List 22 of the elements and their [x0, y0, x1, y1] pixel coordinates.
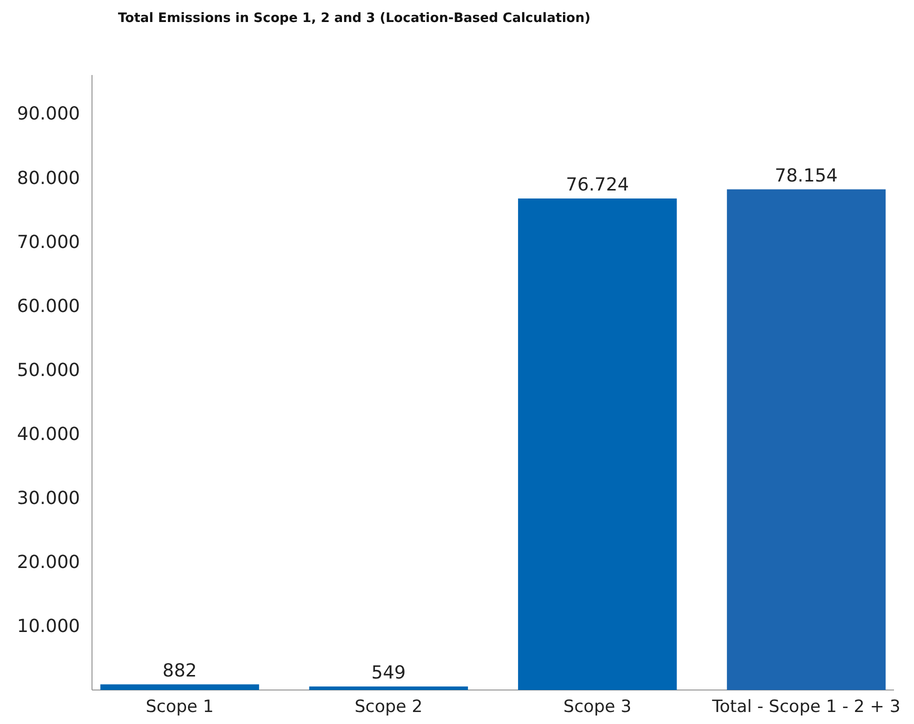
- y-tick-label: 70.000: [17, 232, 80, 253]
- x-tick-label: Scope 2: [354, 697, 423, 717]
- data-label: 78.154: [774, 165, 838, 186]
- x-tick-label: Scope 3: [563, 697, 632, 717]
- bar: [726, 189, 886, 690]
- bar: [518, 198, 677, 690]
- y-tick-label: 50.000: [17, 360, 80, 381]
- bar: [309, 686, 468, 690]
- y-tick-label: 10.000: [17, 616, 80, 638]
- y-tick-label: 20.000: [17, 552, 80, 574]
- y-tick-label: 60.000: [17, 296, 80, 317]
- chart-title: Total Emissions in Scope 1, 2 and 3 (Location-Based Calculation): [118, 11, 590, 26]
- x-tick-label: Scope 1: [146, 697, 214, 717]
- y-tick-label: 40.000: [17, 424, 80, 446]
- y-tick-label: 90.000: [17, 104, 80, 125]
- bar: [100, 684, 260, 690]
- data-label: 549: [371, 662, 406, 684]
- data-label: 882: [162, 660, 197, 682]
- x-tick-label: Total - Scope 1 - 2 + 3: [711, 697, 900, 717]
- y-tick-label: 30.000: [17, 488, 80, 510]
- data-label: 76.724: [566, 174, 629, 196]
- y-tick-label: 80.000: [17, 168, 80, 189]
